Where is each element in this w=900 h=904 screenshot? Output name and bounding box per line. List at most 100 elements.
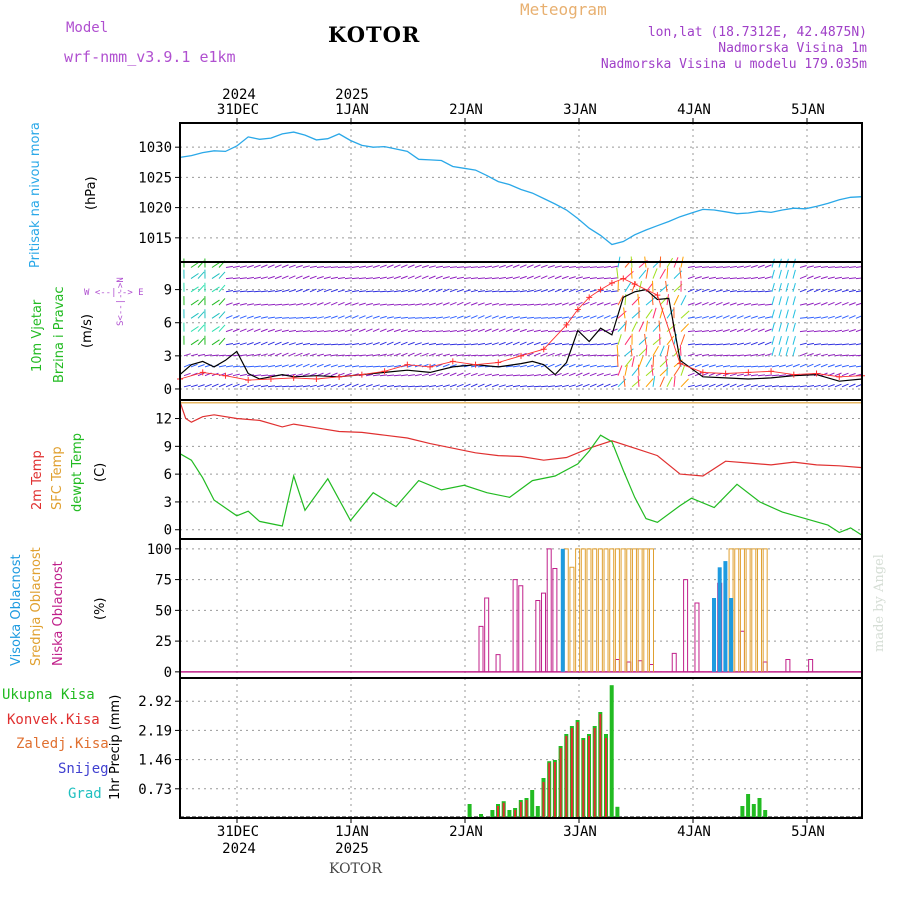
- wind-barb: [604, 278, 611, 279]
- wind-barb: [373, 385, 380, 387]
- wind-barb: [835, 373, 842, 376]
- wind-barb: [807, 331, 814, 332]
- wind-barb: [499, 329, 505, 332]
- precip-bar-conv: [497, 806, 499, 818]
- wind-barb: [576, 385, 583, 387]
- wind-barb: [401, 290, 408, 292]
- wind-barb: [282, 353, 289, 356]
- wind-barb: [779, 259, 781, 268]
- wind-barb: [212, 287, 220, 292]
- y-tick-label: 0.73: [138, 782, 172, 798]
- wind-barb: [478, 329, 485, 331]
- precip-bar-conv: [571, 728, 573, 818]
- wind-barb: [457, 277, 464, 278]
- wind-barb: [520, 276, 527, 278]
- wind-barb: [296, 364, 303, 367]
- wind-barb: [667, 294, 669, 305]
- y-tick-label: 1025: [138, 170, 172, 186]
- precip-hail-label: Grad: [68, 786, 102, 802]
- wind-barb: [849, 344, 856, 345]
- wind-barb: [597, 316, 604, 319]
- wind-barb: [730, 343, 737, 344]
- wind-barb: [758, 304, 765, 305]
- wind-barb: [401, 386, 408, 387]
- wind-barb: [688, 344, 695, 345]
- wind-barb: [631, 345, 632, 356]
- wind-barb: [590, 344, 597, 345]
- wind-barb: [219, 312, 225, 319]
- wind-barb: [527, 386, 534, 387]
- wind-barb: [282, 276, 289, 279]
- wind-barb: [443, 344, 450, 345]
- wind-barb: [373, 316, 380, 318]
- wind-barb: [345, 366, 352, 367]
- wind-barb: [737, 278, 744, 279]
- wind-barb: [443, 317, 450, 319]
- wind-barb: [828, 365, 835, 367]
- wind-barb: [744, 355, 751, 356]
- wind-barb: [611, 355, 618, 356]
- wind-barb: [338, 316, 345, 319]
- wind-barb: [548, 318, 555, 319]
- wind-barb: [513, 366, 520, 367]
- wind-barb: [240, 266, 247, 268]
- wind-barb: [464, 290, 471, 292]
- wind-barb: [625, 283, 631, 292]
- wind-barb: [758, 375, 765, 376]
- wind-barb: [513, 277, 520, 279]
- wind-barb: [597, 344, 604, 345]
- wind-barb: [646, 321, 648, 332]
- wind-barb: [240, 304, 247, 306]
- wind-barb: [254, 316, 261, 318]
- wind-barb: [471, 373, 478, 375]
- wind-barb: [191, 313, 199, 318]
- wind-barb: [674, 367, 680, 376]
- model-name: wrf-nmm_v3.9.1 e1km: [64, 48, 236, 66]
- wind-barb: [583, 330, 590, 331]
- wind-barb: [751, 304, 758, 305]
- wind-barb: [611, 291, 618, 292]
- wind-barb: [632, 356, 634, 367]
- wind-barb: [380, 291, 387, 292]
- y-tick-label: 100: [147, 542, 172, 558]
- wind-barb: [569, 364, 576, 367]
- wind-barb: [268, 342, 275, 345]
- wind-barb: [702, 302, 709, 305]
- wind-barb: [506, 304, 513, 305]
- wind-barb: [646, 358, 652, 367]
- wind-barb: [289, 265, 296, 267]
- wind-barb: [275, 386, 282, 387]
- wind-barb: [800, 289, 807, 292]
- y-tick-label: 50: [155, 603, 172, 619]
- wind-barb: [814, 303, 821, 305]
- wind-barb: [772, 365, 779, 367]
- wind-barb: [569, 289, 576, 292]
- wind-barb: [450, 385, 457, 387]
- wind-barb: [317, 364, 324, 367]
- wind-barb: [289, 365, 296, 367]
- wind-barb: [800, 364, 807, 367]
- wind-barb: [527, 290, 534, 292]
- wind-barb: [478, 384, 485, 387]
- wind-barb: [821, 354, 828, 356]
- wind-barb: [793, 364, 800, 367]
- wind-barb: [814, 317, 821, 318]
- wind-barb: [240, 291, 247, 292]
- cloud-bar-low: [553, 569, 557, 672]
- wind-barb: [345, 330, 352, 332]
- wind-barb: [583, 373, 590, 376]
- wind-barb: [310, 331, 317, 332]
- wind-barb: [219, 338, 225, 345]
- y-tick-label: 0: [164, 382, 172, 398]
- precip-bar-conv: [560, 748, 562, 818]
- wind-barb: [624, 307, 625, 318]
- top-day-tick: 1JAN: [335, 102, 369, 118]
- wind-barb: [226, 384, 233, 387]
- wind-barb: [730, 316, 736, 319]
- wind-barb: [744, 266, 751, 268]
- precip-total-label: Ukupna Kisa: [2, 687, 95, 703]
- wind-barb: [471, 344, 478, 345]
- wind-barb: [534, 330, 541, 332]
- wind-barb: [443, 277, 450, 279]
- cloud-bar-low: [519, 586, 523, 672]
